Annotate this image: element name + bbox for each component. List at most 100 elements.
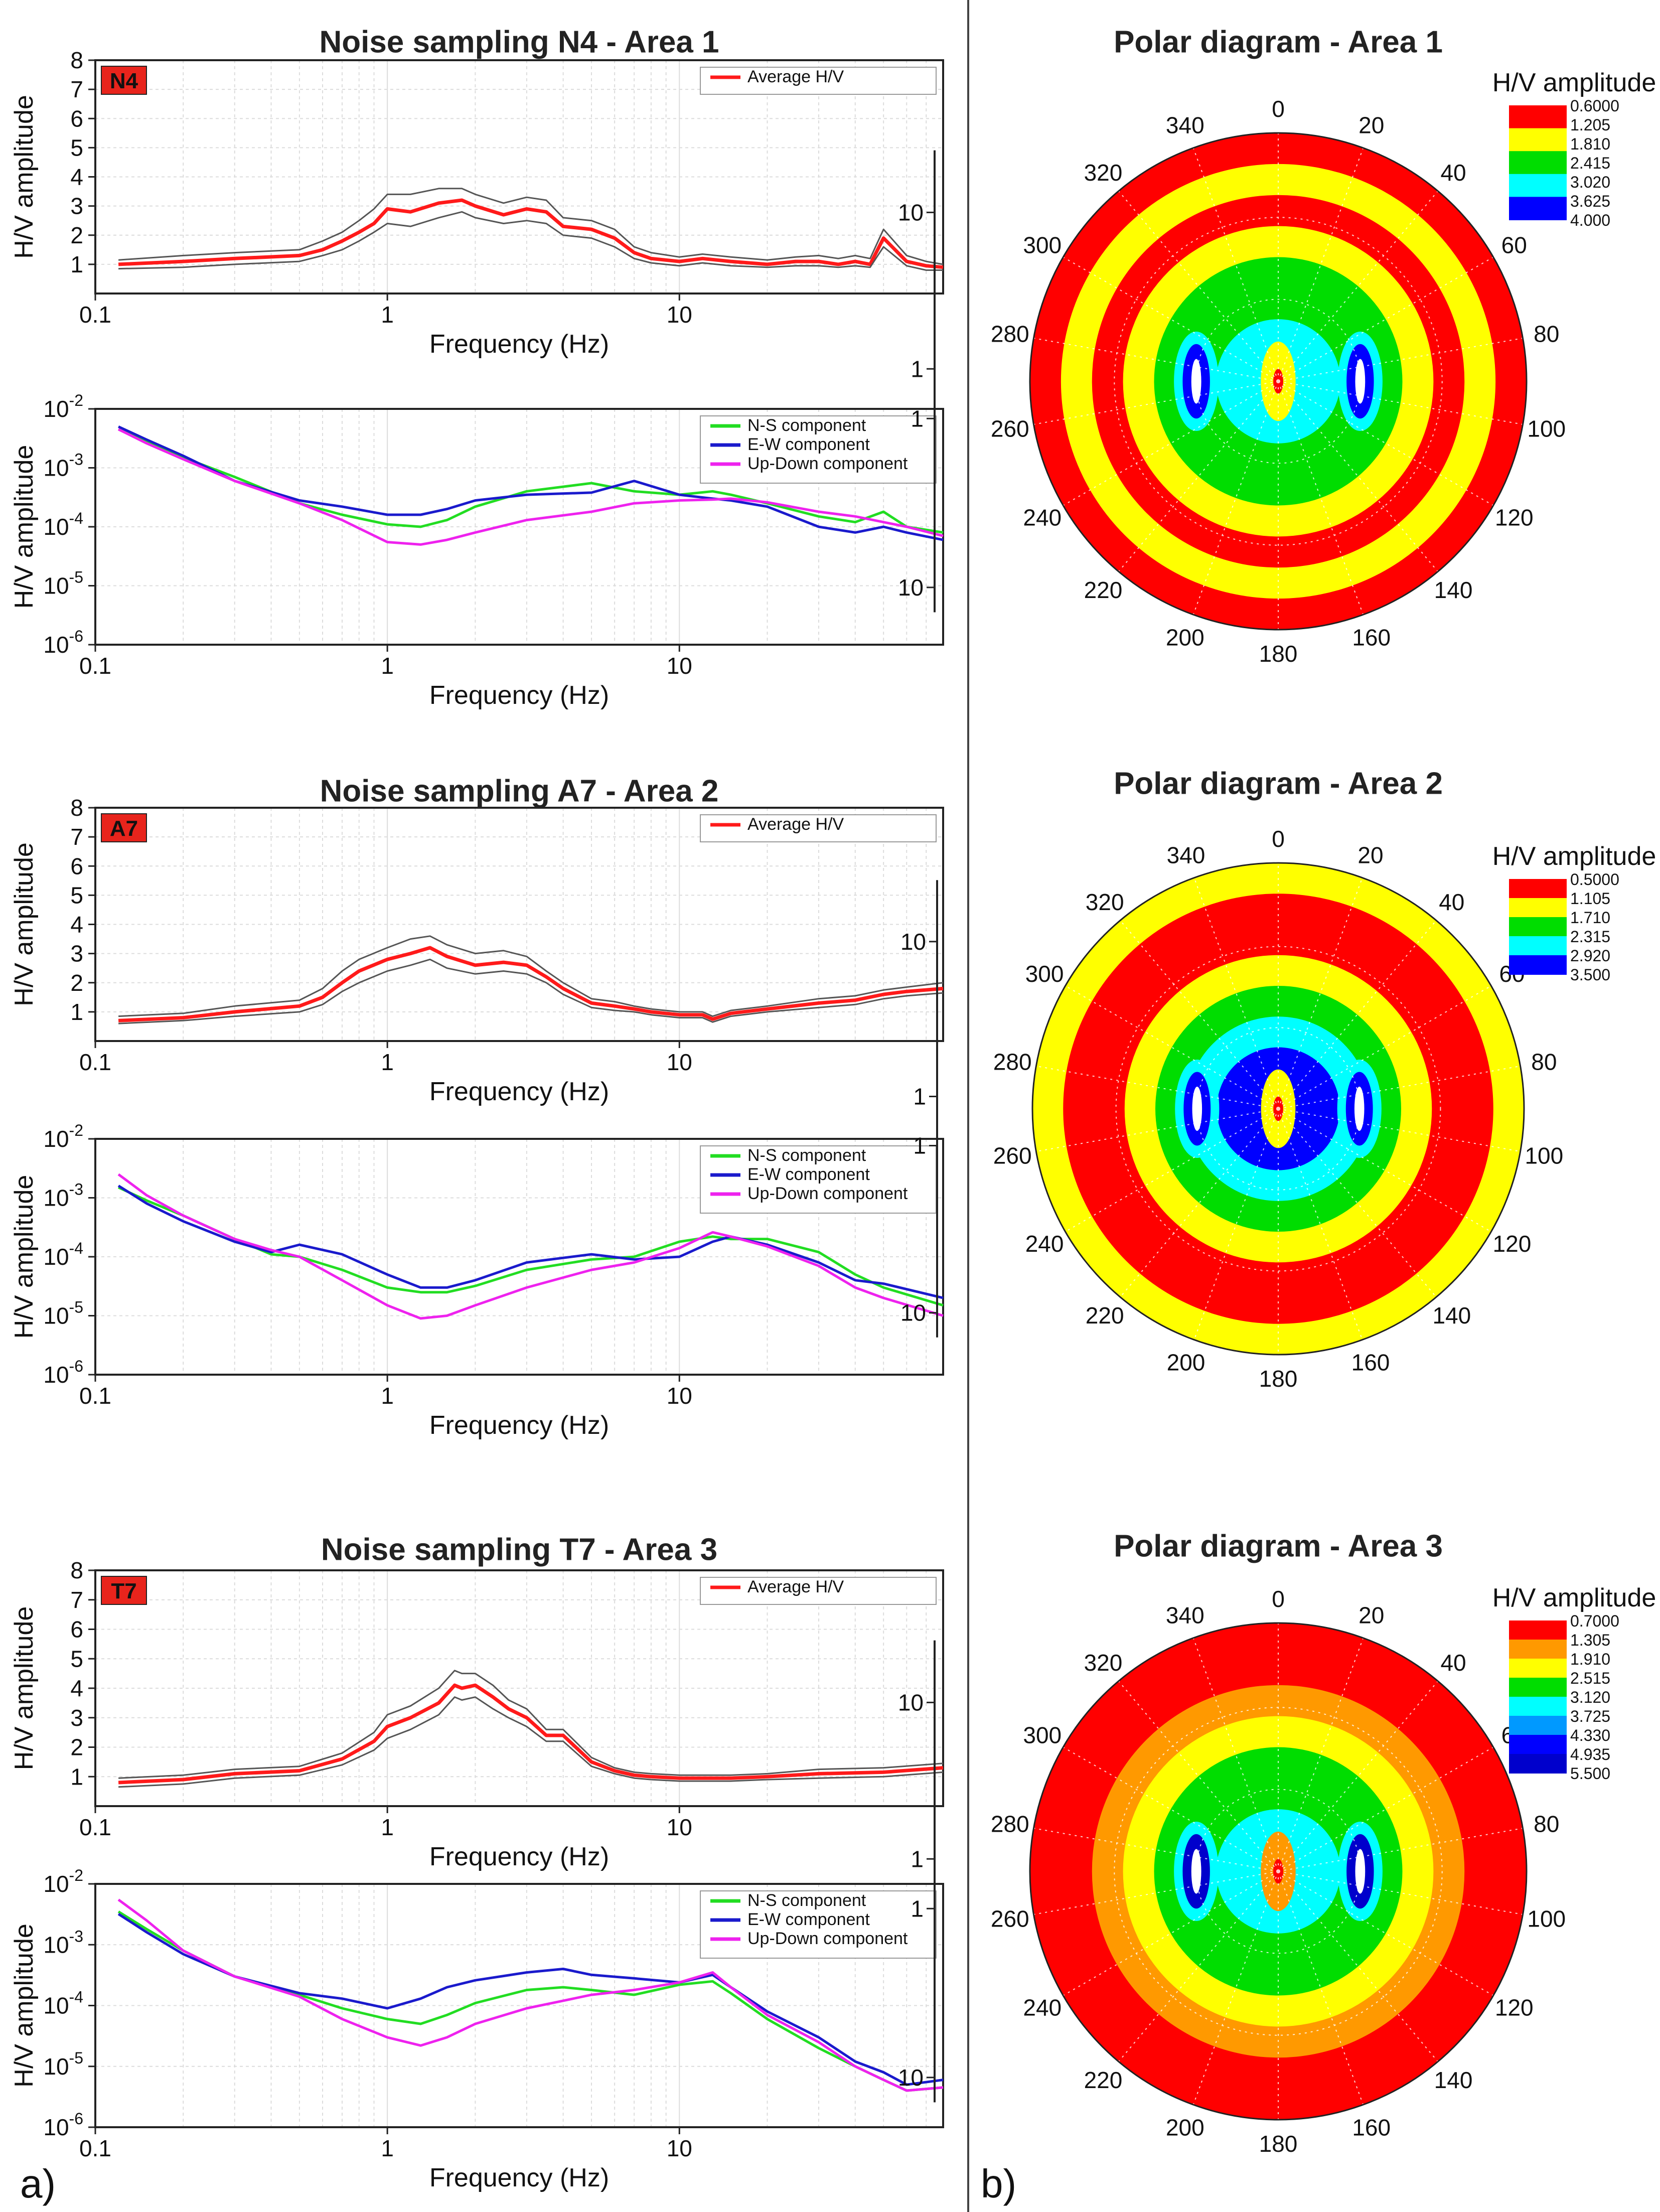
colorbar-label: 0.7000 <box>1570 1612 1619 1630</box>
hv-chart-2: 0.1 1 10 10-6 10-5 10-4 10-3 10-2 Frequency (Hz)… <box>10 391 944 710</box>
y-tick-label: 10-2 <box>43 391 83 422</box>
y-axis-label: H/V amplitude <box>10 1175 39 1339</box>
colorbar-label: 1.810 <box>1570 135 1610 153</box>
x-axis-label: Frequency (Hz) <box>429 681 609 710</box>
y-tick-label: 1 <box>70 999 83 1025</box>
legend-label: Up-Down component <box>747 1184 908 1203</box>
polar-grid <box>1033 133 1523 630</box>
y-tick-label: 8 <box>70 795 83 821</box>
polar-angle-label: 200 <box>1166 624 1204 650</box>
y-tick-label: 5 <box>70 1646 83 1672</box>
colorbar-swatch <box>1509 879 1567 899</box>
y-tick-label: 8 <box>70 1557 83 1583</box>
polar-spoke <box>1278 1108 1521 1152</box>
polar-angle-label: 180 <box>1259 641 1298 667</box>
legend-box <box>700 814 937 842</box>
station-tag-box <box>101 66 147 95</box>
x-tick-label: 0.1 <box>79 1814 111 1840</box>
polar-angle-label: 240 <box>1023 1995 1062 2021</box>
y-tick-label: 7 <box>70 1587 83 1613</box>
y-tick-label: 10-2 <box>43 1866 83 1897</box>
series-average-hv <box>118 946 944 1022</box>
polar-radial-label: 1 <box>913 1084 926 1110</box>
series-e-w-component <box>117 1912 944 2086</box>
series-up-down-component <box>117 1898 944 2092</box>
legend: Average H/V <box>700 67 937 95</box>
series-e-w-component <box>117 1185 944 1299</box>
y-tick-label: 7 <box>70 76 83 102</box>
polar-angle-label: 240 <box>1023 505 1062 531</box>
legend-label: E-W component <box>747 435 870 454</box>
polar-diagram-3: Polar diagram - Area 3020406080100120140… <box>898 1529 1656 2157</box>
polar-angle-label: 40 <box>1439 889 1464 915</box>
polar-title: Polar diagram - Area 3 <box>1114 1529 1443 1563</box>
polar-angle-label: 240 <box>1025 1231 1064 1257</box>
y-tick-label: 10-6 <box>43 1357 83 1388</box>
legend-label: N-S component <box>747 1146 866 1165</box>
y-tick-label: 3 <box>70 193 83 219</box>
polar-angle-label: 340 <box>1167 842 1205 868</box>
colorbar-label: 0.5000 <box>1570 870 1619 889</box>
grid <box>95 807 944 1041</box>
polar-angle-label: 0 <box>1272 826 1285 852</box>
panel-b-label: b) <box>981 2161 1016 2206</box>
x-tick-label: 0.1 <box>79 302 111 328</box>
polar-grid-circle <box>1115 946 1441 1272</box>
colorbar-swatch <box>1509 174 1567 198</box>
polar-angle-label: 320 <box>1084 1650 1123 1676</box>
polar-angle-label: 140 <box>1432 1302 1471 1329</box>
polar-angle-label: 20 <box>1359 112 1384 138</box>
colorbar-label: 3.500 <box>1570 966 1610 984</box>
station-tag-box <box>101 813 147 842</box>
colorbar-label: 2.920 <box>1570 947 1610 965</box>
polar-radial-label: 1 <box>911 1846 924 1872</box>
polar-angle-label: 160 <box>1351 1350 1390 1376</box>
y-tick-label: 10-5 <box>43 568 83 599</box>
polar-angle-label: 300 <box>1023 1722 1062 1748</box>
polar-angle-label: 300 <box>1025 961 1064 987</box>
colorbar-swatch <box>1509 197 1567 220</box>
colorbar-swatch <box>1509 898 1567 918</box>
y-tick-label: 10-4 <box>43 1988 83 2019</box>
legend-label: Up-Down component <box>747 1929 908 1948</box>
x-tick-label: 10 <box>667 2135 692 2161</box>
polar-angle-label: 80 <box>1534 1811 1559 1837</box>
station-tag: A7 <box>110 816 138 841</box>
polar-angle-label: 320 <box>1086 889 1124 915</box>
y-tick-label: 3 <box>70 941 83 967</box>
y-tick-label: 10-6 <box>43 627 83 658</box>
colorbar-label: 1.710 <box>1570 909 1610 927</box>
y-tick-label: 10-3 <box>43 451 83 481</box>
y-tick-label: 2 <box>70 222 83 248</box>
x-axis-label: Frequency (Hz) <box>429 330 609 359</box>
polar-diagram-1: Polar diagram - Area 1 0 20 40 60 80 100 120 140… <box>898 25 1656 667</box>
y-axis-label: H/V amplitude <box>10 95 39 259</box>
hv-chart-4: 0.1 1 10 10-6 10-5 10-4 10-3 10-2 Frequency (Hz)… <box>10 1121 944 1440</box>
station-tag-box <box>101 1576 147 1605</box>
colorbar-label: 3.725 <box>1570 1707 1610 1725</box>
series-e-w-component <box>118 425 944 541</box>
legend-label: Average H/V <box>747 1577 844 1596</box>
polar-title: Polar diagram - Area 1 <box>1114 25 1443 59</box>
x-tick-label: 0.1 <box>79 2135 111 2161</box>
x-tick-label: 10 <box>667 1049 692 1075</box>
polar-angle-label: 260 <box>991 1905 1029 1932</box>
polar-angle-label: 100 <box>1525 1142 1563 1168</box>
band-upper <box>118 188 944 265</box>
polar-angle-label: 120 <box>1493 1231 1532 1257</box>
polar-radial-label: 10 <box>900 1300 926 1326</box>
polar-radial-label: 10 <box>898 2064 924 2091</box>
polar-angle-label: 120 <box>1495 1995 1534 2021</box>
polar-lobe-core <box>1191 1849 1201 1894</box>
legend-box <box>700 1577 937 1605</box>
colorbar-swatch <box>1509 1620 1567 1640</box>
legend: Average H/V <box>700 814 937 842</box>
y-tick-label: 2 <box>70 1734 83 1760</box>
x-tick-label: 0.1 <box>79 1383 111 1409</box>
polar-spoke <box>1065 1108 1279 1232</box>
band-lower <box>118 958 944 1024</box>
colorbar-label: 3.120 <box>1570 1688 1610 1706</box>
colorbar-label: 4.330 <box>1570 1726 1610 1744</box>
